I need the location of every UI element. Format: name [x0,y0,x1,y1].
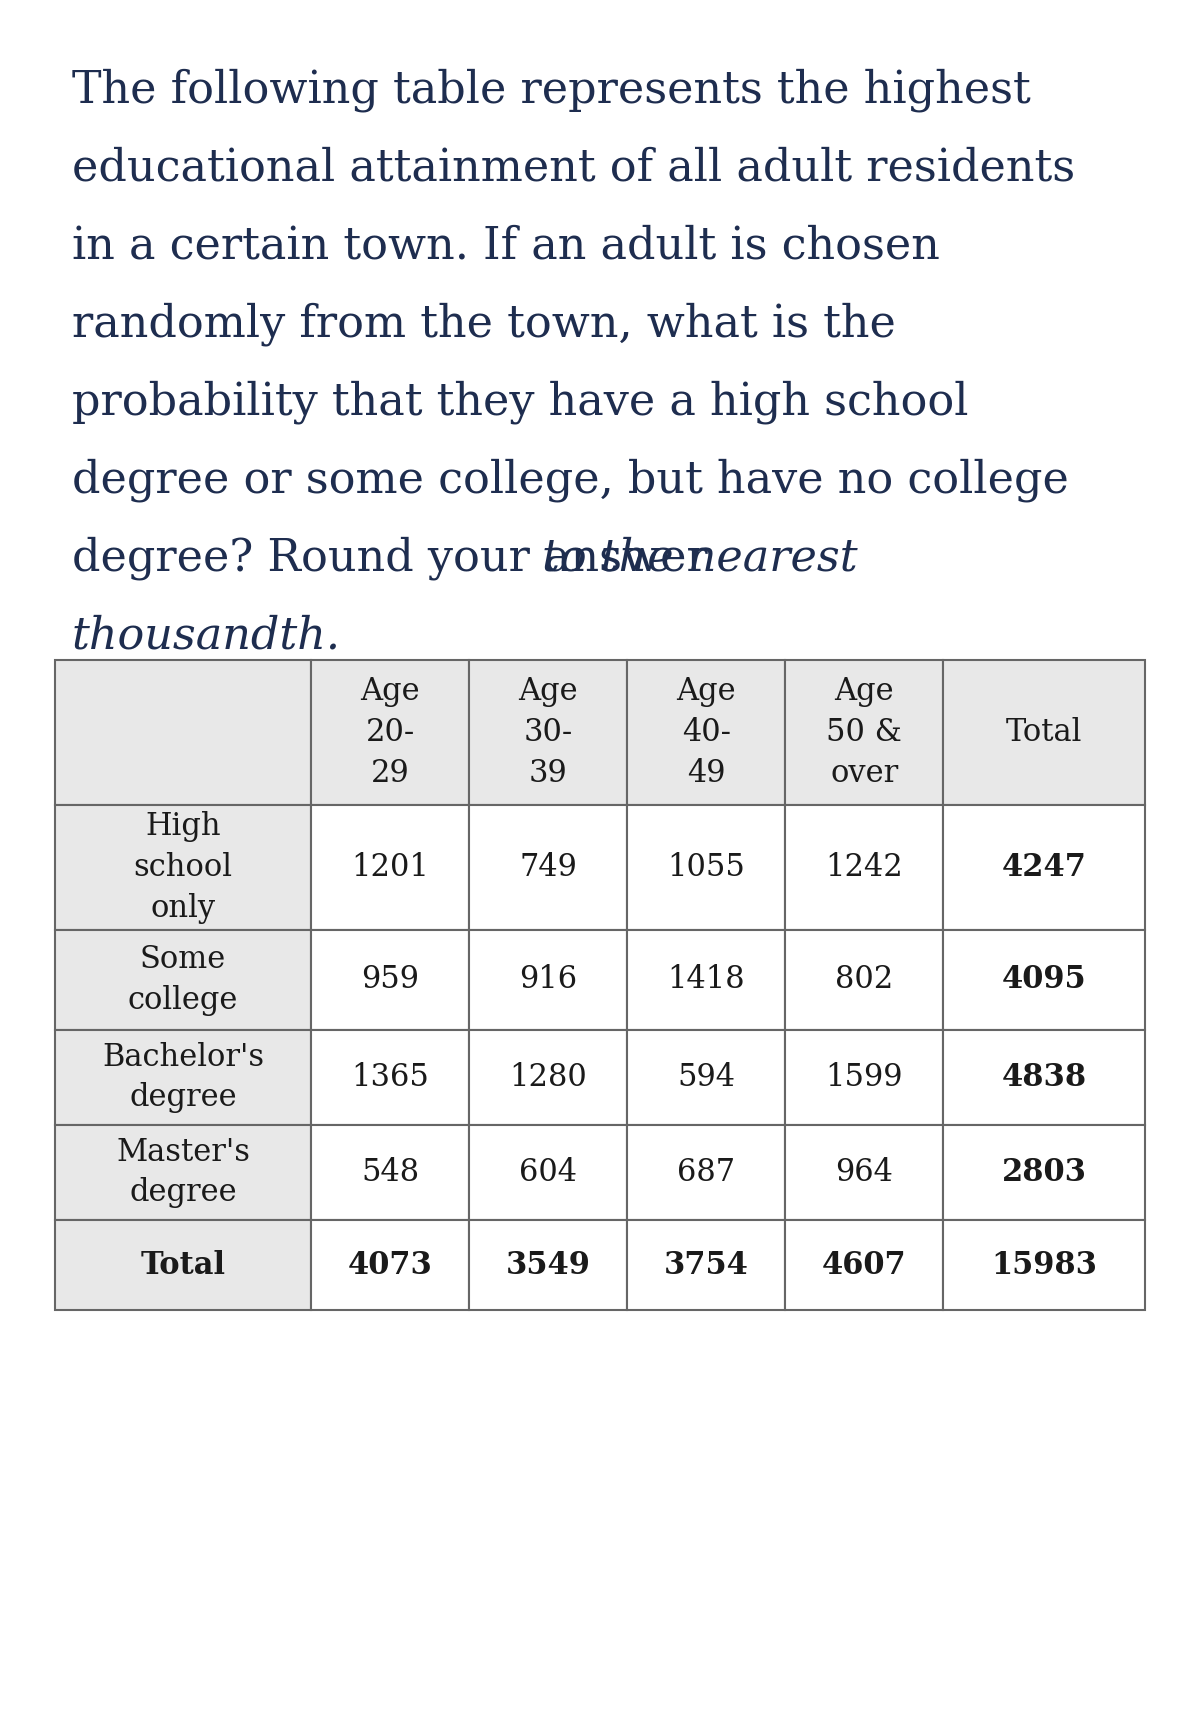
Bar [943,1030,1145,1125]
Text: 1599: 1599 [826,1061,904,1092]
Text: probability that they have a high school: probability that they have a high school [72,381,968,424]
Text: Some
college: Some college [128,944,239,1017]
Bar [943,1220,1145,1309]
Text: 1055: 1055 [667,851,745,882]
Bar [943,1125,1145,1220]
Text: randomly from the town, what is the: randomly from the town, what is the [72,302,896,346]
Text: 3754: 3754 [664,1249,749,1280]
Bar [469,805,628,930]
Text: to the nearest: to the nearest [542,536,858,579]
Text: Age
50 &
over: Age 50 & over [827,677,902,789]
Bar [628,1125,785,1220]
Text: 916: 916 [520,965,577,996]
Text: 1280: 1280 [509,1061,587,1092]
Bar [311,930,469,1030]
Bar [943,805,1145,930]
Text: in a certain town. If an adult is chosen: in a certain town. If an adult is chosen [72,224,940,267]
Text: 4073: 4073 [348,1249,433,1280]
Bar [943,930,1145,1030]
Bar [628,660,785,805]
Text: 15983: 15983 [991,1249,1097,1280]
Text: Age
40-
49: Age 40- 49 [677,677,736,789]
Text: 1242: 1242 [826,851,904,882]
Text: 1201: 1201 [352,851,430,882]
Text: 2803: 2803 [1002,1158,1087,1187]
Bar [55,1220,311,1309]
Bar [55,805,311,930]
Bar [469,1220,628,1309]
Bar [628,805,785,930]
Text: 4838: 4838 [1002,1061,1087,1092]
Bar [469,930,628,1030]
Text: educational attainment of all adult residents: educational attainment of all adult resi… [72,146,1075,190]
Bar [628,1220,785,1309]
Bar [311,1030,469,1125]
Text: degree? Round your answer: degree? Round your answer [72,536,722,579]
Bar [785,660,943,805]
Text: High
school
only: High school only [133,812,233,924]
Bar [628,930,785,1030]
Text: The following table represents the highest: The following table represents the highe… [72,67,1031,112]
Text: 749: 749 [520,851,577,882]
Bar [628,1030,785,1125]
Bar [785,1030,943,1125]
Text: 594: 594 [677,1061,736,1092]
Bar [785,930,943,1030]
Text: Master's
degree: Master's degree [116,1137,250,1208]
Text: 802: 802 [835,965,894,996]
Bar [311,1220,469,1309]
Bar [469,1125,628,1220]
Text: 604: 604 [520,1158,577,1187]
Bar [55,660,311,805]
Text: Bachelor's
degree: Bachelor's degree [102,1042,264,1113]
Text: 4095: 4095 [1002,965,1086,996]
Text: Total: Total [1006,717,1082,748]
Text: Age
20-
29: Age 20- 29 [360,677,420,789]
Text: 4607: 4607 [822,1249,907,1280]
Text: 4247: 4247 [1002,851,1087,882]
Text: 1365: 1365 [352,1061,430,1092]
Text: 959: 959 [361,965,419,996]
Bar [311,1125,469,1220]
Bar [55,930,311,1030]
Bar [311,660,469,805]
Text: Age
30-
39: Age 30- 39 [518,677,578,789]
Bar [943,660,1145,805]
Bar [785,1220,943,1309]
Text: thousandth.: thousandth. [72,613,341,656]
Bar [469,660,628,805]
Bar [55,1030,311,1125]
Text: 548: 548 [361,1158,419,1187]
Bar [785,1125,943,1220]
Text: 1418: 1418 [667,965,745,996]
Bar [55,1125,311,1220]
Text: 3549: 3549 [505,1249,590,1280]
Bar [469,1030,628,1125]
Text: degree or some college, but have no college: degree or some college, but have no coll… [72,458,1069,501]
Text: 964: 964 [835,1158,893,1187]
Bar [785,805,943,930]
Text: 687: 687 [677,1158,736,1187]
Bar [311,805,469,930]
Text: Total: Total [140,1249,226,1280]
